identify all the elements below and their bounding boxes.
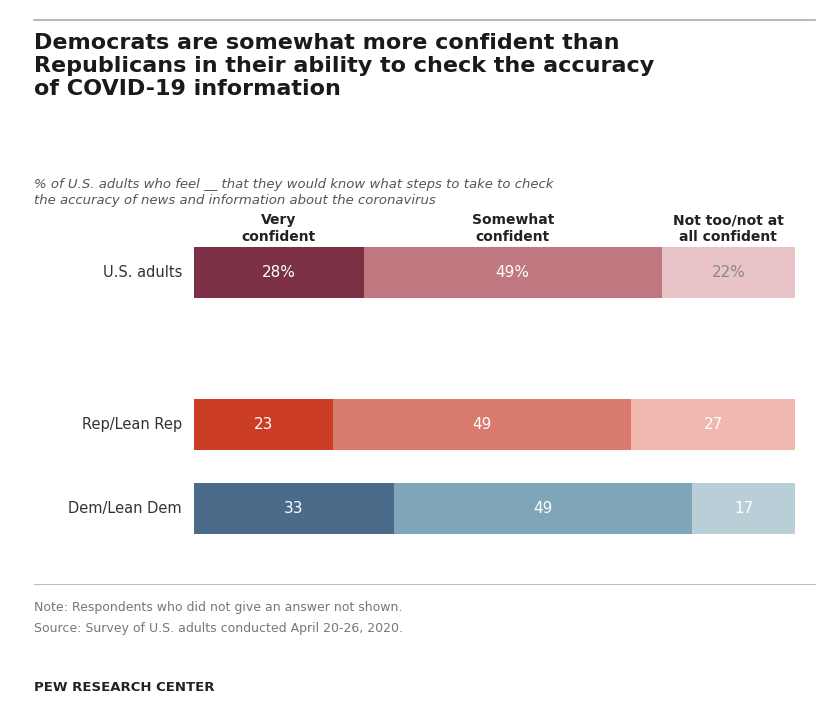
Bar xyxy=(631,399,795,450)
Text: PEW RESEARCH CENTER: PEW RESEARCH CENTER xyxy=(34,681,214,694)
Text: Democrats are somewhat more confident than
Republicans in their ability to check: Democrats are somewhat more confident th… xyxy=(34,33,654,99)
Text: Dem/Lean Dem: Dem/Lean Dem xyxy=(68,502,182,516)
Bar xyxy=(194,399,333,450)
Bar xyxy=(194,483,394,534)
Text: 49: 49 xyxy=(473,417,492,432)
Text: Very
confident: Very confident xyxy=(242,213,316,244)
Text: 17: 17 xyxy=(734,502,753,516)
Text: 23: 23 xyxy=(254,417,273,432)
Text: Not too/not at
all confident: Not too/not at all confident xyxy=(673,213,784,244)
Bar xyxy=(662,248,795,298)
Text: Source: Survey of U.S. adults conducted April 20-26, 2020.: Source: Survey of U.S. adults conducted … xyxy=(34,622,402,636)
Text: Note: Respondents who did not give an answer not shown.: Note: Respondents who did not give an an… xyxy=(34,601,402,614)
Bar xyxy=(394,483,692,534)
Bar xyxy=(194,248,364,298)
Text: 49%: 49% xyxy=(496,265,530,280)
Bar xyxy=(333,399,631,450)
Text: % of U.S. adults who feel __ that they would know what steps to take to check
th: % of U.S. adults who feel __ that they w… xyxy=(34,178,553,207)
Bar xyxy=(364,248,662,298)
Text: 33: 33 xyxy=(284,502,304,516)
Text: U.S. adults: U.S. adults xyxy=(102,265,182,280)
Text: 28%: 28% xyxy=(262,265,296,280)
Text: 22%: 22% xyxy=(711,265,745,280)
Text: Somewhat
confident: Somewhat confident xyxy=(471,213,554,244)
Text: Rep/Lean Rep: Rep/Lean Rep xyxy=(82,417,182,432)
Bar xyxy=(692,483,795,534)
Text: 27: 27 xyxy=(704,417,723,432)
Text: 49: 49 xyxy=(533,502,553,516)
